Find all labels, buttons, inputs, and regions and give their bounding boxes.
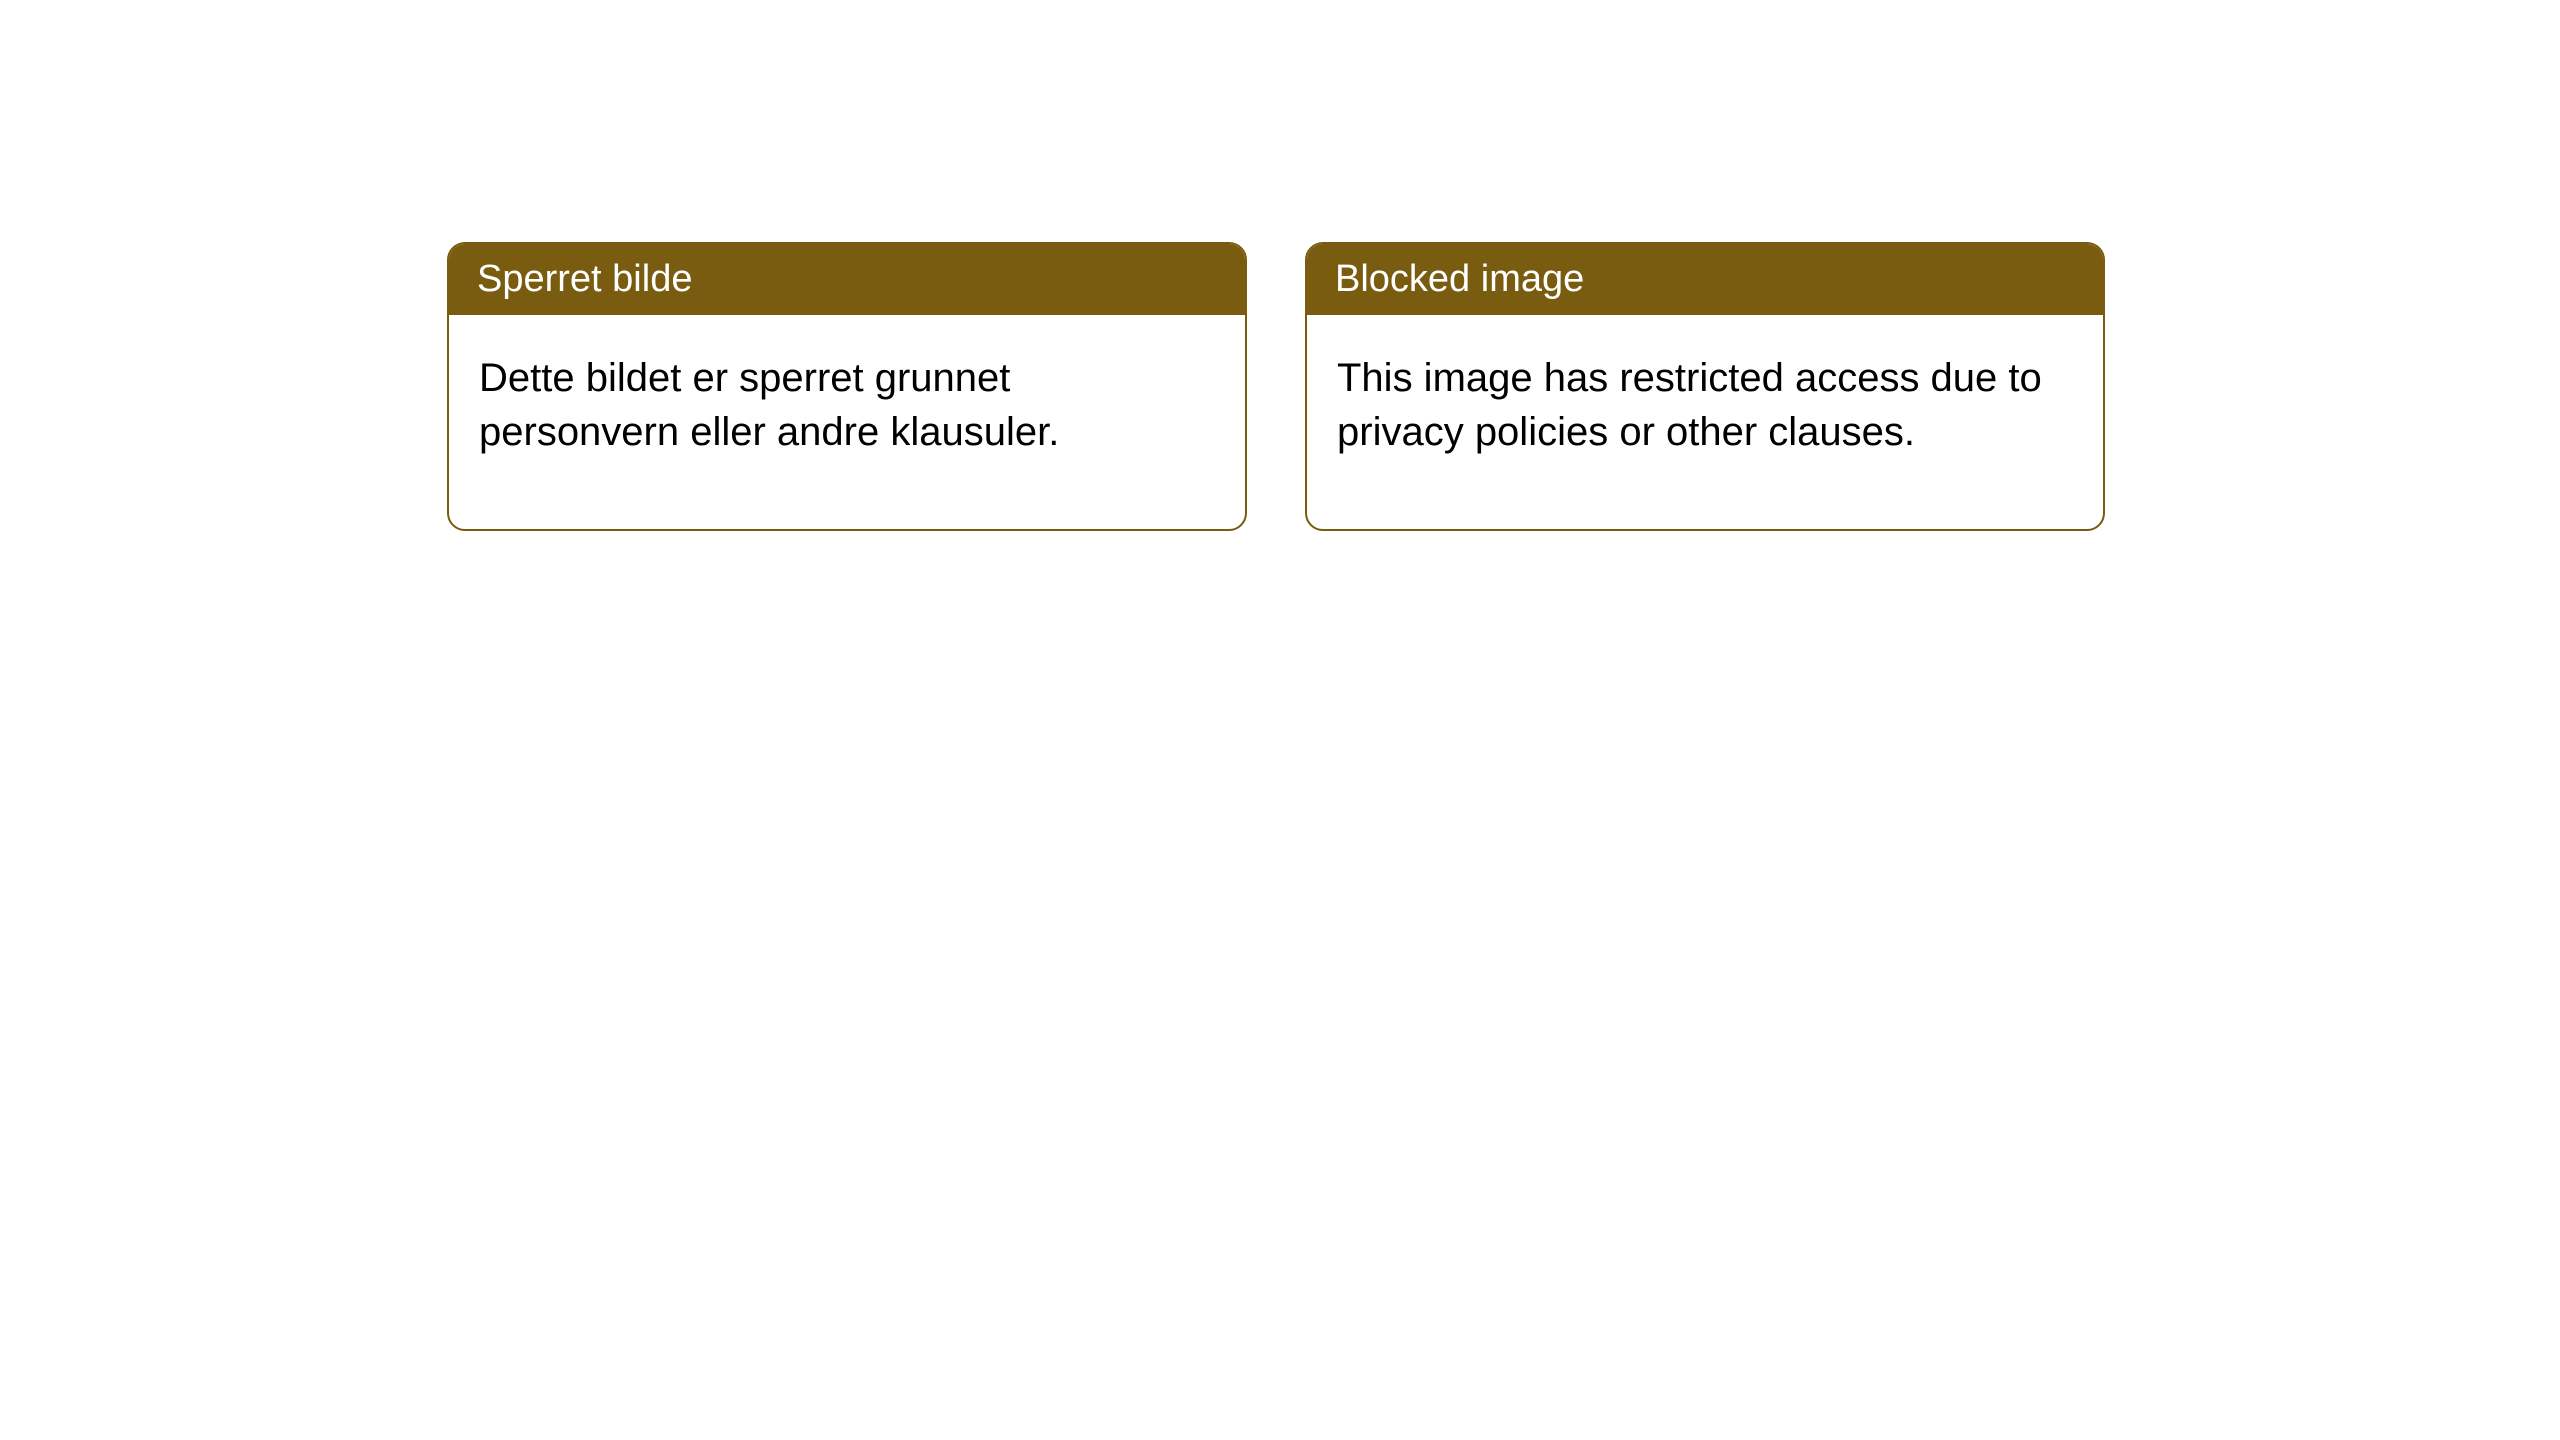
card-text-no: Dette bildet er sperret grunnet personve…	[479, 356, 1059, 454]
card-title-en: Blocked image	[1335, 258, 1584, 300]
notice-card-en: Blocked image This image has restricted …	[1305, 242, 2105, 531]
notice-cards-container: Sperret bilde Dette bildet er sperret gr…	[447, 242, 2105, 531]
card-text-en: This image has restricted access due to …	[1337, 356, 2042, 454]
card-title-no: Sperret bilde	[477, 258, 692, 300]
card-header-no: Sperret bilde	[449, 244, 1245, 315]
notice-card-no: Sperret bilde Dette bildet er sperret gr…	[447, 242, 1247, 531]
card-body-en: This image has restricted access due to …	[1307, 315, 2103, 529]
card-body-no: Dette bildet er sperret grunnet personve…	[449, 315, 1245, 529]
card-header-en: Blocked image	[1307, 244, 2103, 315]
